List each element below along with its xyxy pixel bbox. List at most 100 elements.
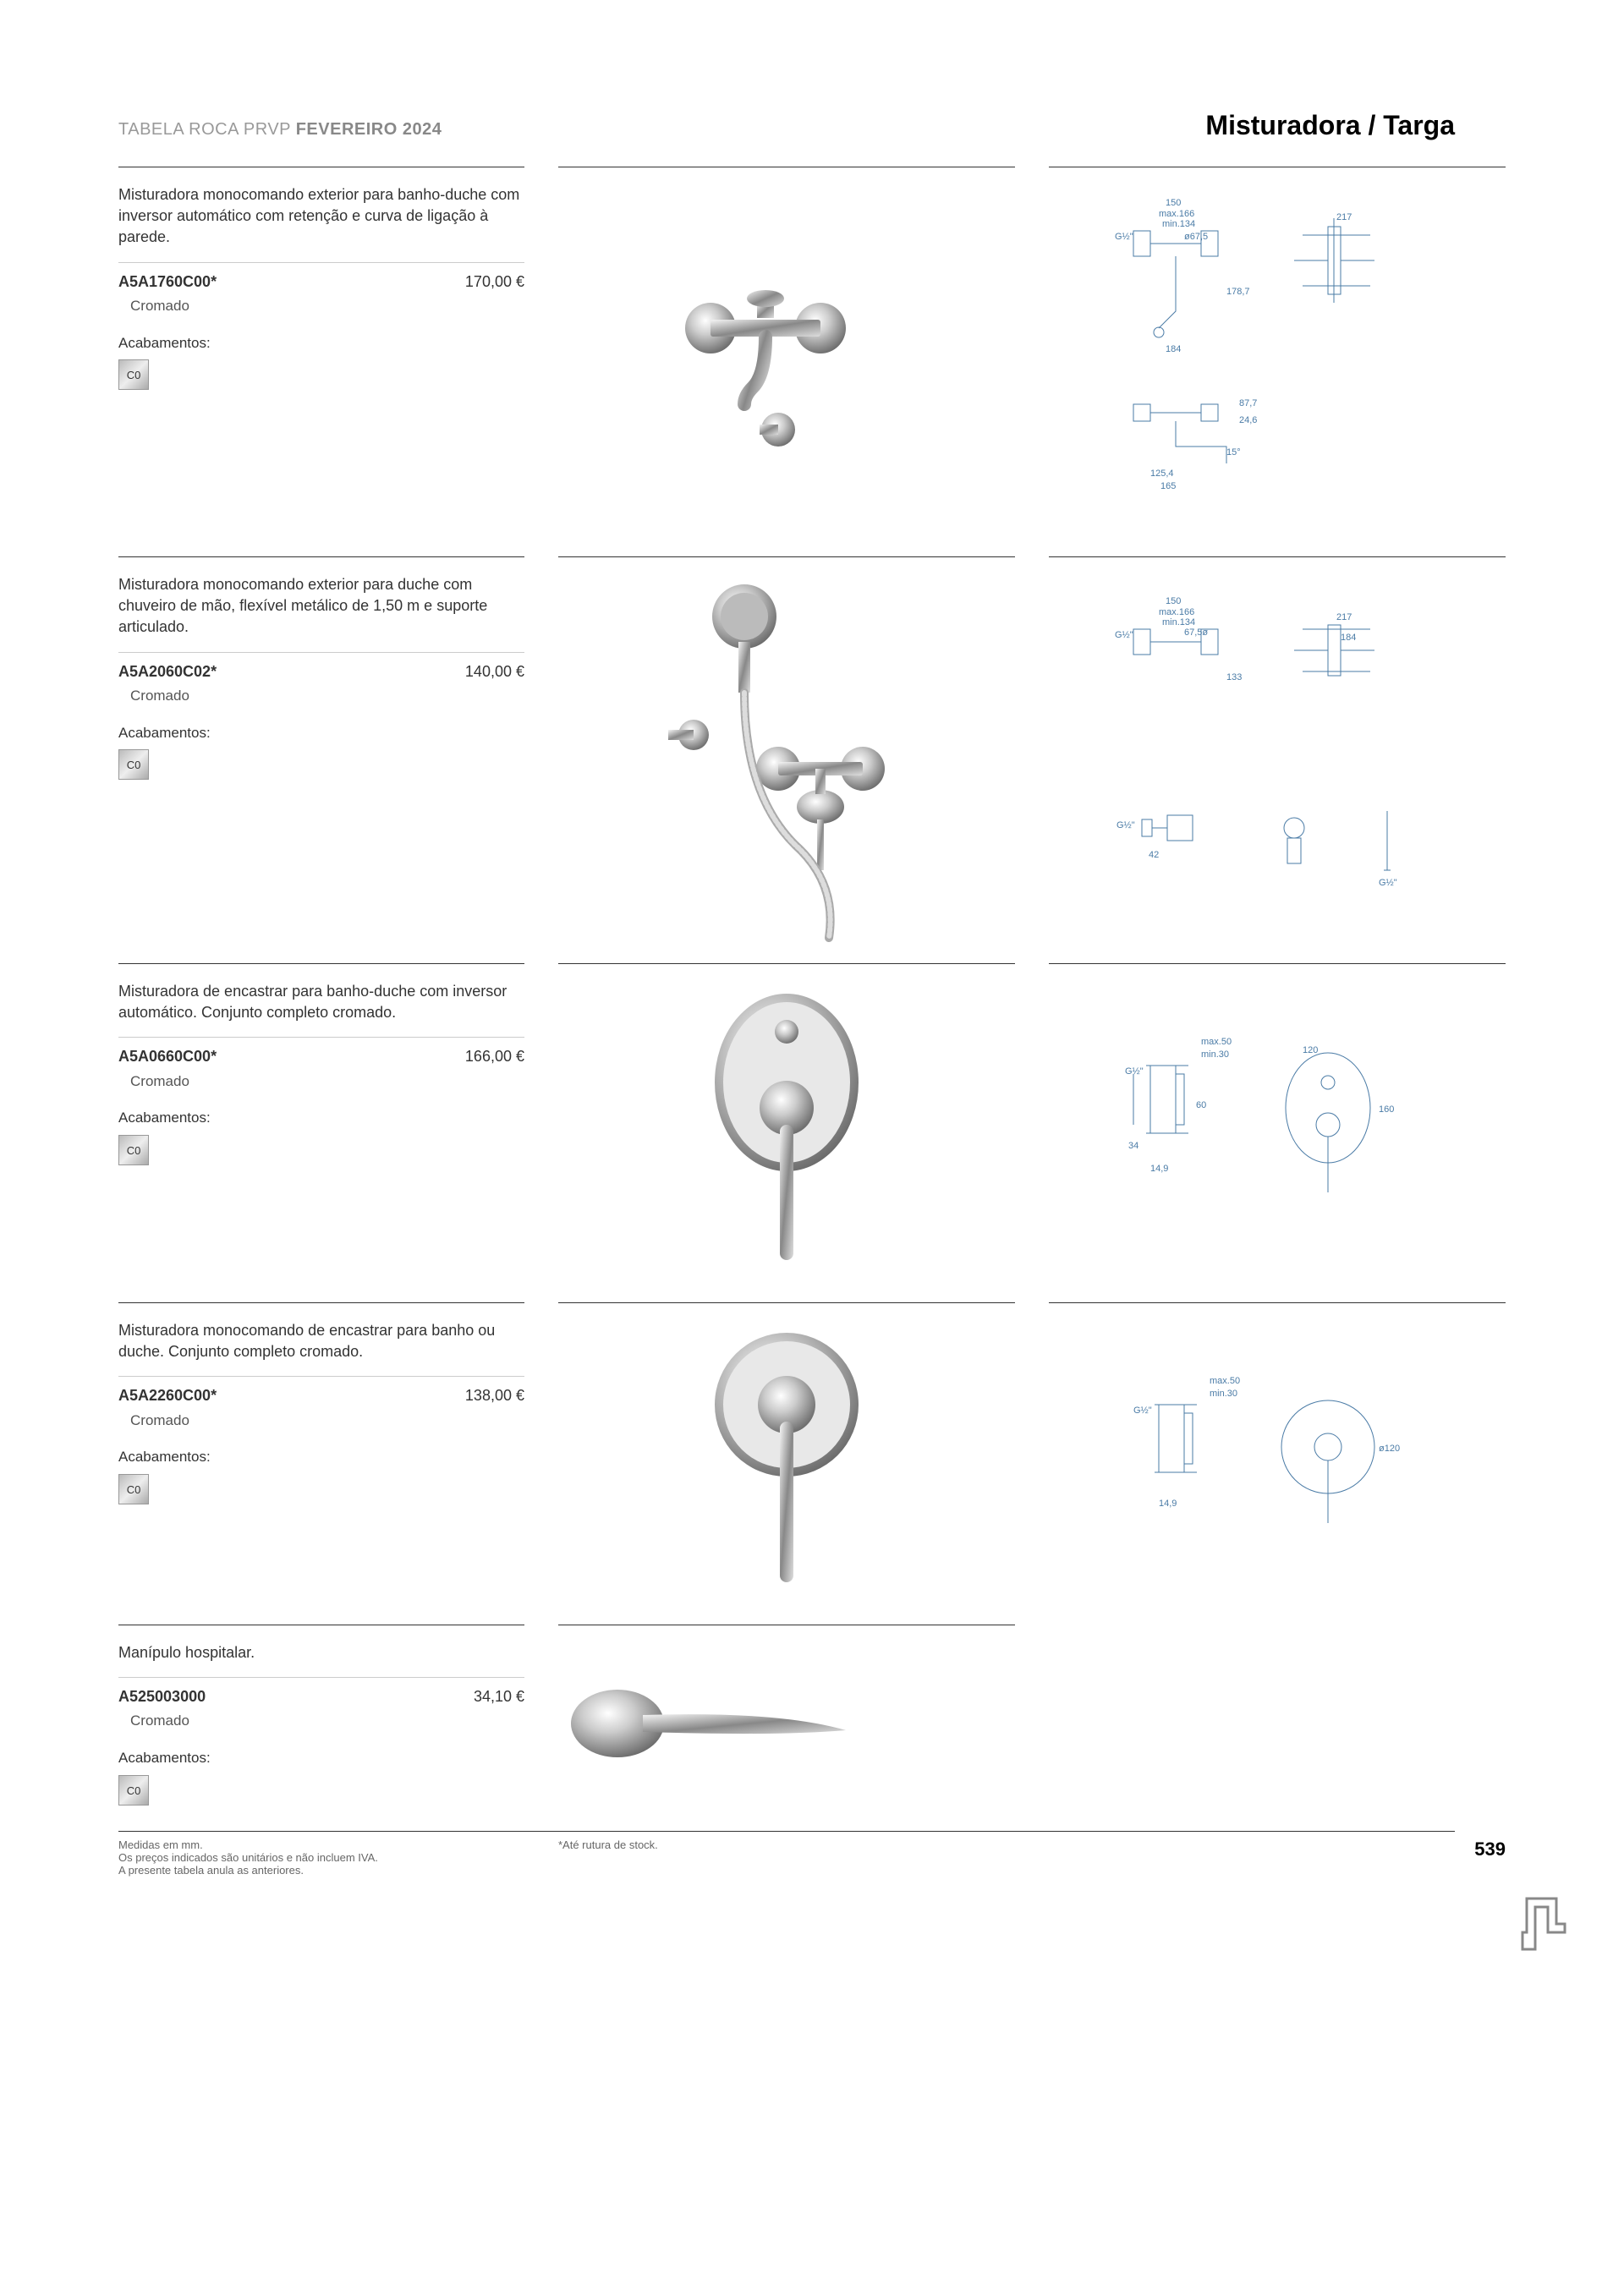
dim: G½" [1116, 820, 1135, 830]
dim: max.166 [1159, 209, 1194, 219]
dim: ø67,5 [1184, 232, 1208, 242]
dim: min.134 [1162, 617, 1195, 627]
product-image [558, 167, 1015, 540]
dim: ø120 [1379, 1444, 1400, 1454]
product-dimensions: max.50 min.30 G½" 60 34 14,9 120 160 [1049, 963, 1506, 1285]
sku-line: A525003000 34,10 € [118, 1677, 524, 1707]
dim: max.166 [1159, 607, 1194, 617]
dim: 60 [1196, 1100, 1206, 1110]
finish-label: Cromado [130, 296, 524, 316]
dim: 42 [1149, 850, 1159, 860]
product-sku: A5A0660C00* [118, 1046, 217, 1067]
footer-left: Medidas em mm. Os preços indicados são u… [118, 1838, 524, 1877]
product-dimensions [1049, 1625, 1506, 1806]
finish-swatch: C0 [118, 1474, 149, 1504]
dim: 165 [1160, 481, 1176, 491]
header-left: TABELA ROCA PRVP FEVEREIRO 2024 [118, 120, 442, 140]
product-image [558, 1302, 1015, 1608]
dim: 14,9 [1150, 1164, 1168, 1174]
finish-label: Cromado [130, 1411, 524, 1431]
dim: min.30 [1210, 1389, 1237, 1399]
finish-swatch: C0 [118, 1775, 149, 1806]
product-price: 138,00 € [465, 1385, 524, 1406]
acab-title: Acabamentos: [118, 1108, 524, 1128]
product-desc: Manípulo hospitalar. [118, 1642, 524, 1663]
product-price: 34,10 € [474, 1686, 524, 1707]
product-row: Misturadora monocomando exterior para du… [118, 556, 1455, 946]
dim: G½" [1115, 232, 1133, 242]
product-dimensions: max.50 min.30 G½" 14,9 ø120 [1049, 1302, 1506, 1608]
dim: 178,7 [1226, 287, 1250, 297]
product-price: 166,00 € [465, 1046, 524, 1067]
dim: G½" [1125, 1066, 1144, 1077]
dim: min.134 [1162, 219, 1195, 229]
product-sku: A5A1760C00* [118, 271, 217, 293]
dim: G½" [1115, 630, 1133, 640]
sku-line: A5A2060C02* 140,00 € [118, 652, 524, 682]
dim: 34 [1128, 1141, 1138, 1151]
finish-label: Cromado [130, 686, 524, 706]
dim: min.30 [1201, 1049, 1229, 1060]
product-desc: Misturadora monocomando exterior para ba… [118, 184, 524, 249]
dim: 184 [1166, 344, 1181, 354]
dim: 217 [1336, 212, 1352, 222]
finish-label: Cromado [130, 1711, 524, 1731]
footer: Medidas em mm. Os preços indicados são u… [118, 1831, 1455, 1877]
dim: 87,7 [1239, 398, 1257, 408]
dim: 150 [1166, 198, 1181, 208]
dim: 217 [1336, 612, 1352, 622]
dim: 133 [1226, 672, 1242, 682]
product-dimensions: 150 max.166 min.134 G½" 67,5ø 133 184 21… [1049, 556, 1506, 946]
page-header: TABELA ROCA PRVP FEVEREIRO 2024 Misturad… [118, 110, 1455, 141]
product-text: Misturadora de encastrar para banho-duch… [118, 963, 524, 1285]
dim: 160 [1379, 1104, 1394, 1115]
product-image [558, 1625, 1015, 1806]
dim: 24,6 [1239, 415, 1257, 425]
header-prefix: TABELA ROCA PRVP [118, 120, 296, 139]
dim: G½" [1379, 878, 1397, 888]
product-text: Misturadora monocomando de encastrar par… [118, 1302, 524, 1608]
dim: 67,5ø [1184, 627, 1208, 638]
footer-note: Os preços indicados são unitários e não … [118, 1851, 524, 1864]
product-text: Misturadora monocomando exterior para ba… [118, 167, 524, 540]
finish-swatch: C0 [118, 359, 149, 390]
header-category: Misturadora / Targa [1205, 110, 1455, 141]
acab-title: Acabamentos: [118, 1447, 524, 1467]
sku-line: A5A2260C00* 138,00 € [118, 1376, 524, 1406]
product-dimensions: 150 max.166 min.134 G½" ø67,5 178,7 184 … [1049, 167, 1506, 540]
product-row: Misturadora monocomando exterior para ba… [118, 167, 1455, 540]
footer-note: Medidas em mm. [118, 1838, 524, 1851]
dim: 120 [1303, 1045, 1318, 1055]
dim: max.50 [1201, 1037, 1232, 1047]
page-number: 539 [1049, 1838, 1506, 1877]
product-desc: Misturadora monocomando de encastrar par… [118, 1320, 524, 1362]
dim: 14,9 [1159, 1499, 1177, 1509]
product-desc: Misturadora de encastrar para banho-duch… [118, 981, 524, 1023]
dim: 125,4 [1150, 469, 1174, 479]
dim: G½" [1133, 1406, 1152, 1416]
finish-swatch: C0 [118, 1135, 149, 1165]
product-text: Manípulo hospitalar. A525003000 34,10 € … [118, 1625, 524, 1806]
product-text: Misturadora monocomando exterior para du… [118, 556, 524, 946]
finish-swatch: C0 [118, 749, 149, 780]
finish-label: Cromado [130, 1071, 524, 1092]
product-image [558, 556, 1015, 946]
sku-line: A5A0660C00* 166,00 € [118, 1037, 524, 1067]
product-row: Misturadora monocomando de encastrar par… [118, 1302, 1455, 1608]
product-sku: A525003000 [118, 1686, 206, 1707]
acab-title: Acabamentos: [118, 333, 524, 353]
dim: 184 [1341, 633, 1356, 643]
footer-note: A presente tabela anula as anteriores. [118, 1864, 524, 1877]
dim: max.50 [1210, 1376, 1240, 1386]
product-image [558, 963, 1015, 1285]
footer-mid: *Até rutura de stock. [558, 1838, 1015, 1877]
product-sku: A5A2260C00* [118, 1385, 217, 1406]
acab-title: Acabamentos: [118, 1748, 524, 1768]
dim: 150 [1166, 596, 1181, 606]
product-price: 140,00 € [465, 661, 524, 682]
header-date: FEVEREIRO 2024 [296, 120, 442, 139]
product-sku: A5A2060C02* [118, 661, 217, 682]
acab-title: Acabamentos: [118, 723, 524, 743]
product-price: 170,00 € [465, 271, 524, 293]
product-row: Manípulo hospitalar. A525003000 34,10 € … [118, 1625, 1455, 1806]
